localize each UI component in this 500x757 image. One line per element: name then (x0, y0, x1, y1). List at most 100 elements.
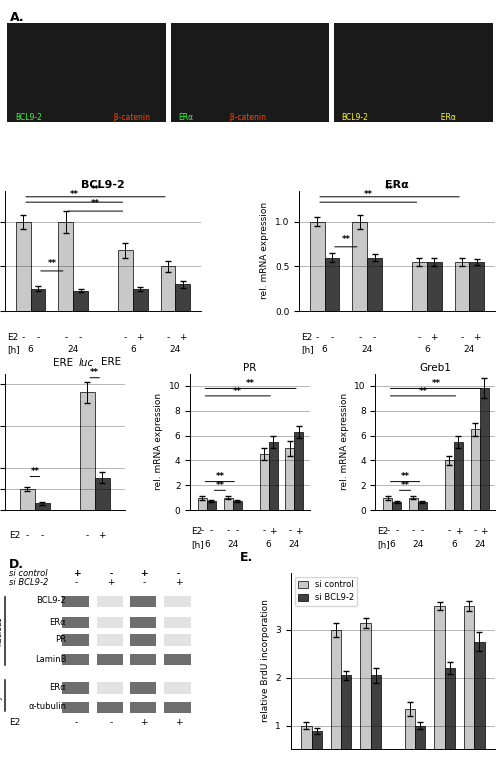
Text: 24: 24 (464, 345, 475, 354)
Bar (207, 501, 216, 510)
Text: ERE: ERE (53, 358, 76, 368)
FancyBboxPatch shape (164, 596, 191, 607)
Bar (286, 448, 294, 510)
Text: +: + (430, 333, 438, 342)
Text: -: - (201, 527, 204, 536)
FancyBboxPatch shape (62, 702, 88, 713)
Text: 6: 6 (28, 345, 34, 354)
Text: β-catenin: β-catenin (225, 113, 266, 122)
FancyBboxPatch shape (62, 596, 88, 607)
Text: +: + (480, 527, 488, 536)
Bar (474, 642, 484, 757)
FancyBboxPatch shape (130, 634, 156, 646)
Bar (160, 266, 176, 311)
Bar (454, 442, 463, 510)
Text: -: - (177, 569, 180, 578)
Text: **: ** (234, 387, 242, 395)
Text: 6: 6 (322, 345, 328, 354)
Bar (310, 222, 324, 311)
Text: D.: D. (9, 558, 24, 571)
Text: +: + (98, 531, 106, 540)
Text: BCL9-2: BCL9-2 (15, 113, 42, 122)
FancyBboxPatch shape (130, 682, 156, 693)
FancyBboxPatch shape (62, 634, 88, 646)
Text: β-catenin: β-catenin (109, 113, 150, 122)
Text: +: + (295, 527, 302, 536)
Text: E2: E2 (301, 333, 312, 342)
Text: +: + (136, 333, 144, 342)
Text: **: ** (48, 259, 56, 268)
Bar (30, 289, 46, 311)
Text: 24: 24 (170, 345, 181, 354)
FancyBboxPatch shape (334, 23, 492, 122)
Text: **: ** (418, 387, 428, 395)
FancyBboxPatch shape (97, 654, 124, 665)
Bar (94, 478, 110, 510)
Title: ERα: ERα (385, 179, 409, 190)
Text: -: - (110, 569, 113, 578)
FancyBboxPatch shape (130, 596, 156, 607)
Text: +: + (140, 569, 147, 578)
Y-axis label: relative BrdU incorporation: relative BrdU incorporation (261, 600, 270, 722)
Text: si control: si control (9, 569, 48, 578)
Text: 24: 24 (68, 345, 79, 354)
Text: +: + (175, 578, 182, 587)
Title: PR: PR (244, 363, 256, 372)
Bar (58, 222, 73, 311)
Bar (118, 251, 133, 311)
Text: **: ** (364, 191, 372, 200)
Bar (352, 222, 367, 311)
Bar (360, 623, 370, 757)
Bar (324, 257, 340, 311)
Text: E2: E2 (377, 527, 388, 536)
Text: **: ** (70, 191, 78, 200)
Text: -: - (110, 718, 113, 727)
FancyBboxPatch shape (130, 617, 156, 628)
Text: 24: 24 (362, 345, 373, 354)
Text: 24: 24 (412, 540, 424, 550)
Text: 6: 6 (390, 540, 395, 550)
Bar (341, 675, 351, 757)
Text: -: - (316, 333, 318, 342)
Text: -: - (124, 333, 127, 342)
Bar (418, 502, 427, 510)
FancyBboxPatch shape (164, 682, 191, 693)
Text: **: ** (432, 379, 440, 388)
Bar (198, 498, 207, 510)
Text: LaminB: LaminB (35, 655, 66, 664)
Text: +: + (175, 718, 182, 727)
Bar (20, 489, 35, 510)
Text: +: + (72, 569, 80, 578)
Text: -: - (26, 531, 29, 540)
Text: A.: A. (10, 11, 24, 24)
Text: -: - (358, 333, 362, 342)
Title: BCL9-2: BCL9-2 (81, 179, 125, 190)
Bar (367, 257, 382, 311)
Title: Greb1: Greb1 (420, 363, 451, 372)
Text: **: ** (90, 368, 99, 377)
Bar (331, 630, 341, 757)
Text: +: + (140, 569, 147, 578)
Text: -: - (373, 333, 376, 342)
Text: luc: luc (79, 358, 94, 368)
Text: [h]: [h] (7, 345, 20, 354)
Text: +: + (72, 569, 80, 578)
Bar (232, 501, 241, 510)
Text: -: - (226, 527, 230, 536)
Text: -: - (166, 333, 170, 342)
Y-axis label: rel. mRNA expression: rel. mRNA expression (154, 394, 164, 491)
Bar (16, 222, 30, 311)
Bar (434, 606, 444, 757)
FancyBboxPatch shape (97, 634, 124, 646)
FancyBboxPatch shape (62, 654, 88, 665)
Bar (260, 454, 268, 510)
Text: -: - (412, 527, 415, 536)
Bar (445, 460, 454, 510)
Text: ERα: ERα (436, 113, 456, 122)
Bar (133, 289, 148, 311)
Text: BCL9-2: BCL9-2 (36, 597, 66, 606)
Text: **: ** (400, 472, 409, 481)
Text: 6: 6 (424, 345, 430, 354)
Text: -: - (236, 527, 239, 536)
Text: α-tubulin: α-tubulin (28, 702, 66, 712)
